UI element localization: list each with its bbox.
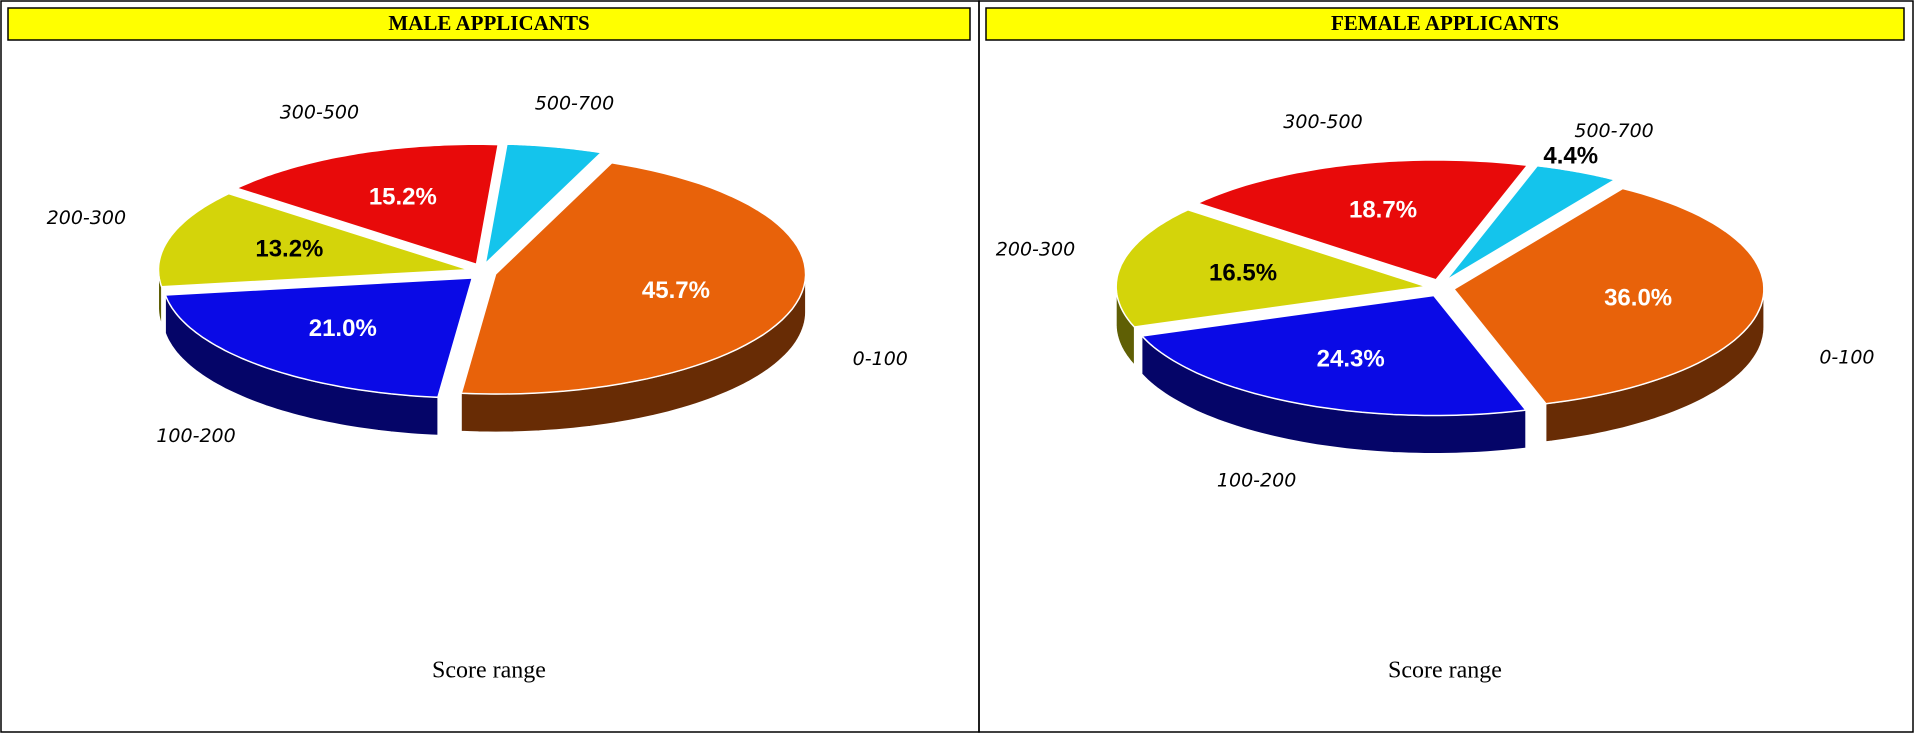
value-label: 24.3% — [1317, 345, 1385, 372]
category-label: 300-500 — [280, 102, 359, 124]
value-label: 45.7% — [642, 277, 710, 304]
value-label: 18.7% — [1349, 196, 1417, 223]
pie-slice — [1445, 164, 1617, 282]
title-bar — [985, 7, 1905, 41]
category-label: 500-700 — [1574, 120, 1653, 142]
pie-slice — [157, 192, 469, 288]
pie-slice — [1140, 294, 1528, 417]
category-label: 200-300 — [996, 238, 1075, 260]
chart-title: MALE APPLICANTS — [388, 11, 589, 35]
category-label: 100-200 — [1217, 469, 1296, 491]
pie-slice — [484, 143, 603, 266]
category-label: 100-200 — [156, 425, 235, 447]
value-label: 21.0% — [309, 315, 377, 342]
pie-slice — [164, 277, 474, 399]
category-label: 0-100 — [853, 348, 908, 370]
value-label: 15.2% — [369, 184, 437, 211]
value-label: 36.0% — [1604, 284, 1672, 311]
pie-slice — [460, 161, 807, 395]
x-axis-label: Score range — [432, 658, 546, 684]
pie-slice — [1452, 187, 1765, 405]
pie-slice — [234, 143, 500, 266]
pie-slice — [1115, 208, 1427, 328]
category-label: 200-300 — [47, 207, 126, 229]
x-axis-label: Score range — [1388, 658, 1502, 684]
chart-title: FEMALE APPLICANTS — [1331, 11, 1559, 35]
category-label: 0-100 — [1819, 347, 1874, 369]
pie-slice — [1195, 159, 1529, 281]
value-label: 13.2% — [255, 236, 323, 263]
panel-border — [978, 0, 1914, 733]
value-label: 5.0% — [524, 118, 579, 145]
title-bar — [7, 7, 971, 41]
value-label: 4.4% — [1543, 142, 1598, 169]
value-label: 16.5% — [1209, 259, 1277, 286]
category-label: 300-500 — [1283, 111, 1362, 133]
category-label: 500-700 — [535, 93, 614, 115]
